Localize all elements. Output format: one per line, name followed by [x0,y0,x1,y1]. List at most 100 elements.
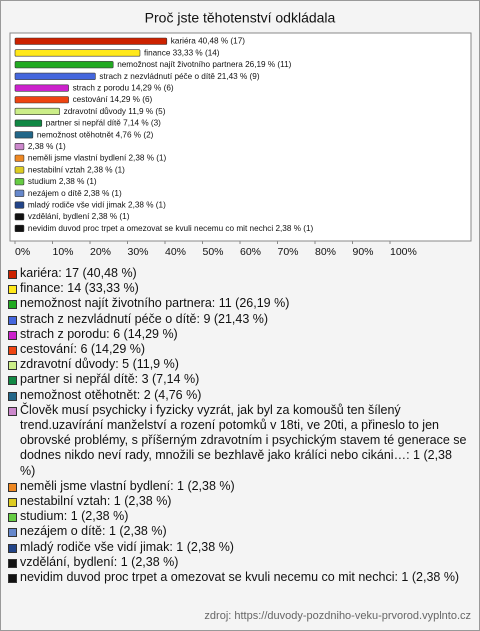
legend-label: mladý rodiče vše vidí jimak: 1 (2,38 %) [20,539,234,554]
legend-label: Člověk musí psychicky i fyzicky vyzrát, … [20,402,467,478]
legend-label: zdravotní důvody: 5 (11,9 %) [20,357,179,372]
bar [14,61,114,69]
bar [14,178,25,186]
bar [14,166,25,174]
x-tick-label: 30% [128,246,149,258]
legend-swatch [8,406,17,416]
bar [14,84,69,92]
x-tick-label: 100% [390,246,417,258]
bar-label: nezájem o dítě 2,38 % (1) [28,189,122,198]
legend-item: vzdělání, bydlení: 1 (2,38 %) [8,555,470,570]
legend-swatch [8,270,17,279]
x-tick-label: 50% [203,246,224,258]
bar-label: 2,38 % (1) [28,142,66,151]
bar-label: strach z porodu 14,29 % (6) [73,83,174,92]
bar-label: vzdělání, bydlení 2,38 % (1) [28,212,130,221]
x-tick-label: 90% [353,246,374,258]
x-tick-label: 40% [165,246,186,258]
legend-label: strach z porodu: 6 (14,29 %) [20,326,178,341]
legend-swatch [8,482,17,492]
bar-label: nemožnost najít životního partnera 26,19… [117,60,291,69]
legend-swatch [8,543,17,553]
legend-label: nemožnost otěhotnět: 2 (4,76 %) [20,387,202,402]
legend-label: partner si nepřál dítě: 3 (7,14 %) [20,372,200,387]
bar-label: nevidim duvod proc trpet a omezovat se k… [28,224,314,233]
bar [14,37,168,45]
legend-item: cestování: 6 (14,29 %) [8,342,470,357]
legend: kariéra: 17 (40,48 %) finance: 14 (33,33 … [8,266,470,585]
bar-label: neměli jsme vlastní bydlení 2,38 % (1) [28,154,167,163]
bar [14,143,25,151]
bar-label: cestování 14,29 % (6) [73,95,153,104]
bar-label: nestabilní vztah 2,38 % (1) [28,165,125,174]
bar [14,224,25,232]
legend-swatch [8,574,17,584]
bar [14,189,25,197]
legend-label: studium: 1 (2,38 %) [20,509,129,524]
legend-label: nevidim duvod proc trpet a omezovat se k… [20,570,460,585]
legend-label: nemožnost najít životního partnera: 11 (… [20,296,290,311]
legend-swatch [8,391,17,401]
legend-label: nestabilní vztah: 1 (2,38 %) [20,494,172,509]
legend-item: studium: 1 (2,38 %) [8,509,470,524]
legend-item: Člověk musí psychicky i fyzicky vyzrát, … [8,403,470,479]
legend-swatch [8,361,17,371]
bar [14,96,69,104]
legend-swatch [8,376,17,386]
bar [14,201,25,209]
legend-label: strach z nezvládnutí péče o dítě: 9 (21,… [20,311,269,326]
bar-label: partner si nepřál dítě 7,14 % (3) [46,119,161,128]
x-tick-label: 20% [90,246,111,258]
bar-label: nemožnost otěhotnět 4,76 % (2) [37,130,154,139]
bar [14,72,96,80]
legend-swatch [8,300,17,310]
legend-item: nemožnost otěhotnět: 2 (4,76 %) [8,388,470,403]
bar-label: finance 33,33 % (14) [144,48,220,57]
chart: Proč jste těhotenství odkládala 0% 10% 20%… [9,10,472,258]
legend-swatch [8,528,17,538]
source: zdroj: https://duvody-pozdniho-veku-prvo… [204,610,471,622]
x-tick-label: 0% [15,246,30,258]
x-tick-label: 60% [240,246,261,258]
bar-label: studium 2,38 % (1) [28,177,97,186]
x-tick-label: 70% [278,246,299,258]
legend-swatch [8,513,17,523]
legend-item: kariéra: 17 (40,48 %) [8,266,470,281]
legend-item: strach z nezvládnutí péče o dítě: 9 (21,… [8,312,470,327]
legend-swatch [8,285,17,295]
legend-item: partner si nepřál dítě: 3 (7,14 %) [8,372,470,387]
legend-label: nezájem o dítě: 1 (2,38 %) [20,524,167,539]
legend-swatch [8,330,17,340]
legend-label: neměli jsme vlastní bydlení: 1 (2,38 %) [20,478,235,493]
legend-item: nestabilní vztah: 1 (2,38 %) [8,494,470,509]
legend-item: strach z porodu: 6 (14,29 %) [8,327,470,342]
bar [14,154,25,162]
x-tick-label: 10% [53,246,74,258]
legend-item: nezájem o dítě: 1 (2,38 %) [8,524,470,539]
chart-title: Proč jste těhotenství odkládala [145,10,336,26]
bar-label: kariéra 40,48 % (17) [171,37,245,46]
legend-item: finance: 14 (33,33 %) [8,281,470,296]
legend-item: mladý rodiče vše vidí jimak: 1 (2,38 %) [8,540,470,555]
x-tick-label: 80% [315,246,336,258]
legend-label: cestování: 6 (14,29 %) [20,342,146,357]
bar-label: strach z nezvládnutí péče o dítě 21,43 %… [99,72,259,81]
legend-label: finance: 14 (33,33 %) [20,281,139,296]
legend-swatch [8,315,17,325]
legend-item: nevidim duvod proc trpet a omezovat se k… [8,570,470,585]
bar-label: zdravotní důvody 11,9 % (5) [64,106,166,116]
legend-item: neměli jsme vlastní bydlení: 1 (2,38 %) [8,479,470,494]
legend-label: vzdělání, bydlení: 1 (2,38 %) [20,554,179,569]
bar [14,131,34,139]
legend-item: zdravotní důvody: 5 (11,9 %) [8,357,470,372]
bar [14,107,60,115]
legend-swatch [8,498,17,508]
bar [14,119,43,127]
bar [14,49,141,57]
legend-swatch [8,346,17,356]
bar-label: mladý rodiče vše vidí jimak 2,38 % (1) [28,200,166,209]
legend-swatch [8,558,17,568]
legend-item: nemožnost najít životního partnera: 11 (… [8,296,470,311]
legend-label: kariéra: 17 (40,48 %) [20,266,137,280]
